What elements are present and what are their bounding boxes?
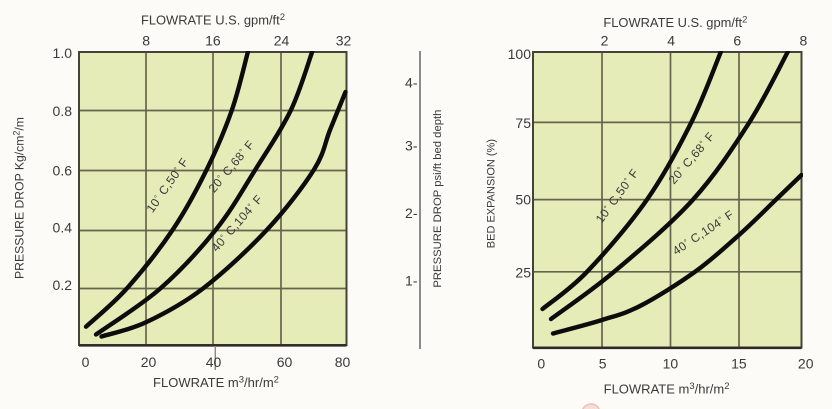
svg-text:4-: 4- bbox=[405, 74, 418, 90]
svg-text:60: 60 bbox=[277, 354, 293, 370]
svg-text:25: 25 bbox=[515, 264, 531, 280]
svg-text:0.2: 0.2 bbox=[53, 277, 73, 293]
svg-text:75: 75 bbox=[515, 115, 531, 131]
svg-text:20: 20 bbox=[141, 354, 157, 370]
svg-text:PRESSURE DROP psi/ft bed depth: PRESSURE DROP psi/ft bed depth bbox=[432, 110, 444, 288]
svg-text:100: 100 bbox=[508, 46, 532, 62]
svg-text:6: 6 bbox=[733, 33, 741, 49]
svg-text:0: 0 bbox=[82, 354, 90, 370]
svg-text:FLOWRATE U.S. gpm/ft2: FLOWRATE U.S. gpm/ft2 bbox=[141, 12, 285, 28]
svg-text:8: 8 bbox=[800, 33, 808, 49]
svg-text:2: 2 bbox=[601, 33, 609, 49]
svg-text:FLOWRATE U.S. gpm/ft2: FLOWRATE U.S. gpm/ft2 bbox=[603, 15, 747, 31]
svg-text:40: 40 bbox=[206, 354, 222, 370]
svg-text:15: 15 bbox=[731, 356, 747, 372]
svg-text:0: 0 bbox=[537, 356, 545, 372]
svg-text:24: 24 bbox=[274, 33, 290, 49]
svg-text:8: 8 bbox=[142, 33, 150, 49]
svg-text:0.8: 0.8 bbox=[53, 103, 73, 119]
svg-text:FLOWRATE m3/hr/m2: FLOWRATE m3/hr/m2 bbox=[604, 381, 730, 397]
svg-text:BED EXPANSION (%): BED EXPANSION (%) bbox=[486, 139, 498, 248]
svg-text:PRESSURE DROP Kg/cm2/m: PRESSURE DROP Kg/cm2/m bbox=[12, 117, 27, 279]
svg-text:32: 32 bbox=[336, 33, 352, 49]
svg-text:0.4: 0.4 bbox=[53, 220, 73, 236]
svg-text:1-: 1- bbox=[405, 272, 418, 288]
svg-text:FLOWRATE m3/hr/m2: FLOWRATE m3/hr/m2 bbox=[153, 375, 279, 391]
svg-text:80: 80 bbox=[335, 354, 351, 370]
svg-text:4: 4 bbox=[667, 33, 675, 49]
svg-text:2-: 2- bbox=[405, 205, 418, 221]
svg-text:50: 50 bbox=[515, 192, 531, 208]
svg-text:10: 10 bbox=[663, 356, 679, 372]
svg-text:20: 20 bbox=[798, 356, 814, 372]
svg-text:1.0: 1.0 bbox=[53, 45, 73, 61]
svg-text:5: 5 bbox=[599, 356, 607, 372]
svg-text:0.6: 0.6 bbox=[53, 163, 73, 179]
svg-text:3-: 3- bbox=[405, 138, 418, 154]
svg-text:16: 16 bbox=[205, 33, 221, 49]
